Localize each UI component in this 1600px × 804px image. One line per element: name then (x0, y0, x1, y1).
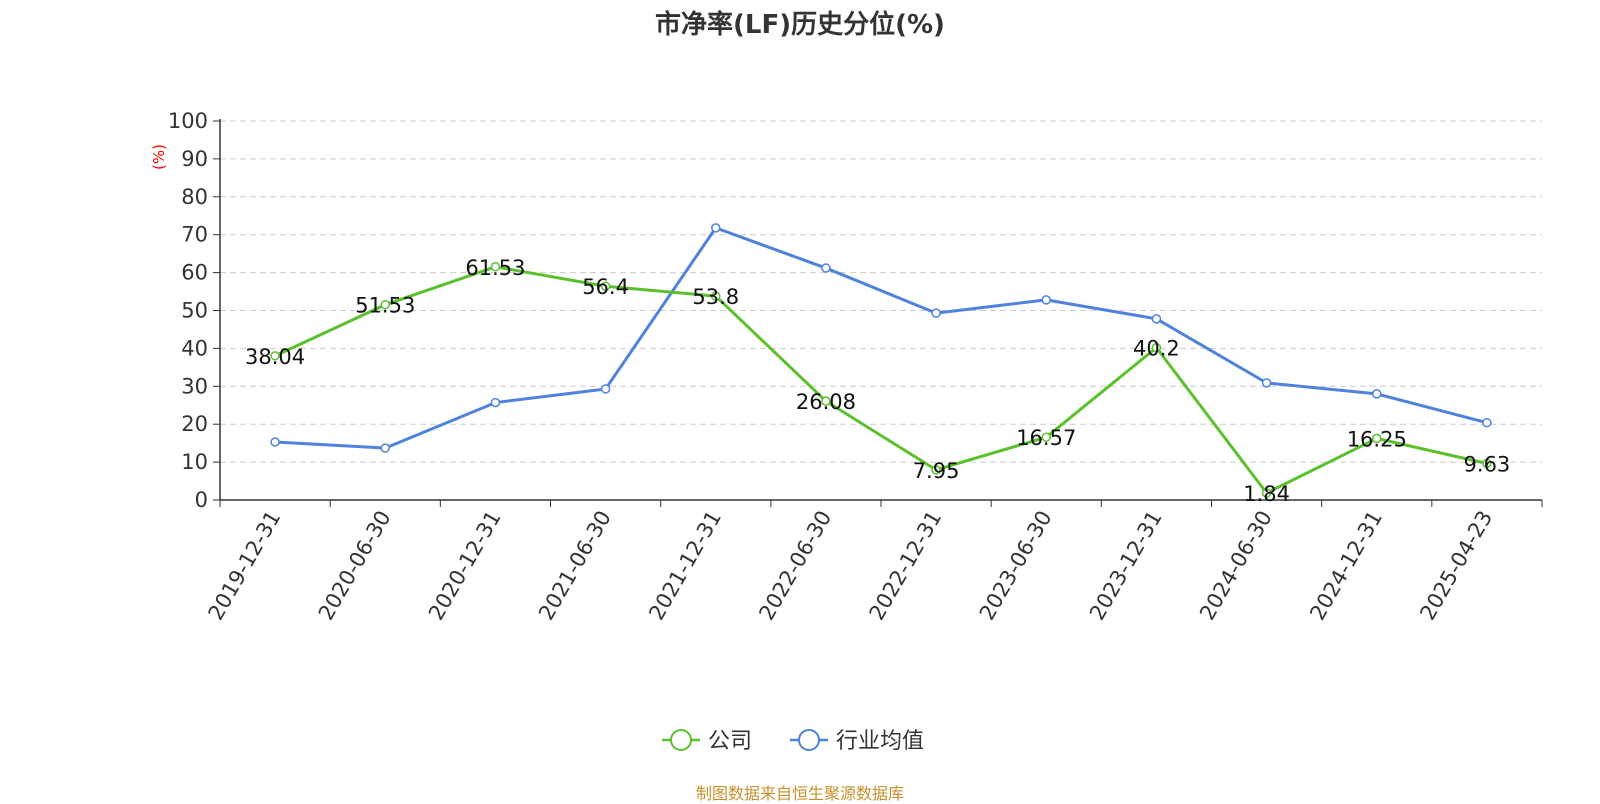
y-tick-label: 0 (195, 488, 208, 512)
data-point[interactable] (1261, 488, 1272, 498)
data-labels: 38.04 51.53 61.53 56.4 53.8 26.08 7.95 16.57 40.… (245, 256, 1510, 506)
x-tick-label: 2020-06-30 (314, 507, 396, 625)
data-point[interactable] (1041, 295, 1051, 305)
source-note: 制图数据来自恒生聚源数据库 (695, 784, 904, 803)
x-tick-label: 2025-04-23 (1415, 507, 1497, 625)
grid-lines (220, 120, 1542, 463)
data-point[interactable] (821, 263, 831, 273)
data-point[interactable] (931, 308, 941, 318)
data-point[interactable] (1482, 417, 1492, 428)
y-tick-label: 70 (181, 223, 208, 247)
data-label: 1.84 (1243, 482, 1290, 506)
x-tick-label: 2022-12-31 (865, 506, 947, 624)
x-tick-label: 2020-12-31 (424, 506, 506, 624)
data-label: 26.08 (796, 390, 856, 414)
chart-title: 市净率(LF)历史分位(%) (655, 10, 945, 40)
y-tick-label: 20 (181, 412, 208, 436)
data-label: 51.53 (355, 294, 415, 318)
data-point[interactable] (1261, 378, 1272, 388)
x-tick-label: 2022-06-30 (754, 507, 836, 625)
legend-label: 行业均值 (836, 729, 924, 754)
data-point[interactable] (490, 397, 501, 408)
series-line (274, 265, 1488, 495)
data-label: 56.4 (582, 275, 629, 299)
data-label: 40.2 (1133, 337, 1180, 361)
y-tick-label: 50 (181, 299, 208, 323)
y-tick-label: 30 (181, 374, 208, 398)
x-tick-label: 2019-12-31 (204, 507, 286, 625)
x-tick-label: 2024-12-31 (1305, 507, 1387, 625)
legend-label: 公司 (708, 729, 752, 754)
y-axis-label: (%) (150, 144, 168, 170)
y-tick-label: 80 (181, 185, 208, 209)
series-line (275, 226, 1488, 450)
legend-marker (798, 729, 820, 751)
x-tick-label: 2021-06-30 (534, 507, 616, 625)
data-label: 53.8 (692, 285, 739, 309)
x-tick-label: 2023-06-30 (975, 507, 1057, 625)
data-point[interactable] (600, 384, 611, 394)
data-label: 61.53 (465, 256, 525, 280)
data-point[interactable] (270, 437, 280, 447)
data-label: 38.04 (245, 345, 305, 369)
y-tick-label: 60 (181, 261, 208, 285)
data-point[interactable] (1151, 342, 1162, 353)
data-point[interactable] (600, 281, 611, 291)
data-point[interactable] (1372, 433, 1382, 444)
y-tick-label: 100 (168, 109, 208, 133)
data-point[interactable] (931, 465, 941, 475)
axes: 0 10 20 30 40 50 60 70 80 90 100(%) 2019-12-31 2020-… (150, 109, 1543, 625)
y-tick-label: 90 (181, 147, 208, 171)
data-label: 9.63 (1464, 453, 1511, 477)
data-point[interactable] (1482, 458, 1492, 469)
data-point[interactable] (270, 351, 280, 361)
legend-item[interactable]: 公司 (662, 729, 752, 754)
legend-item[interactable]: 行业均值 (790, 729, 924, 754)
legend[interactable]: 公司 行业均值 (662, 729, 924, 754)
x-tick-label: 2021-12-31 (644, 507, 726, 625)
data-point[interactable] (1041, 432, 1051, 442)
data-point[interactable] (380, 299, 390, 310)
data-point[interactable] (711, 291, 721, 301)
y-tick-label: 40 (181, 336, 208, 360)
data-label: 7.95 (913, 459, 960, 483)
y-tick-label: 10 (181, 450, 208, 474)
data-point[interactable] (380, 443, 390, 453)
data-point[interactable] (1372, 389, 1382, 399)
data-label: 16.57 (1016, 426, 1076, 450)
x-tick-label: 2023-12-31 (1085, 507, 1167, 625)
data-point[interactable] (1151, 314, 1162, 324)
data-point[interactable] (711, 223, 721, 233)
data-label: 16.25 (1347, 427, 1407, 451)
series-lines (270, 223, 1492, 498)
x-tick-label: 2024-06-30 (1195, 507, 1277, 625)
legend-marker (670, 729, 692, 751)
data-point[interactable] (821, 396, 831, 406)
data-point[interactable] (490, 262, 501, 272)
